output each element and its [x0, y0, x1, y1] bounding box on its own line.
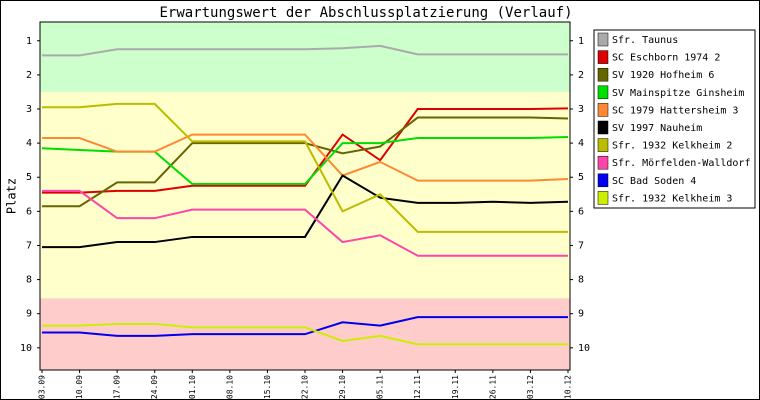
legend-label: SV 1997 Nauheim — [612, 123, 702, 134]
legend-label: SV 1920 Hofheim 6 — [612, 70, 714, 81]
y-tick-label: 5 — [26, 172, 32, 183]
y2-tick-label: 4 — [578, 138, 584, 149]
legend-label: Sfr. Taunus — [612, 35, 678, 46]
legend-label: SC Eschborn 1974 2 — [612, 53, 720, 64]
y2-tick-label: 5 — [578, 172, 584, 183]
legend-swatch — [597, 103, 609, 117]
x-tick-label: 15.10 — [263, 375, 272, 399]
y-tick-label: 8 — [26, 275, 32, 286]
legend-label: Sfr. Mörfelden-Walldorf — [612, 158, 750, 169]
y-tick-label: 7 — [26, 240, 32, 251]
legend-swatch — [597, 32, 609, 47]
chart-title: Erwartungswert der Abschlussplatzierung … — [159, 5, 572, 21]
x-tick-label: 12.11 — [413, 375, 422, 399]
y2-tick-label: 1 — [578, 36, 584, 47]
x-tick-label: 10.12 — [564, 375, 573, 399]
zone-band — [40, 91, 570, 299]
y-axis-label: Platz — [5, 178, 19, 214]
y-tick-label: 9 — [26, 309, 32, 320]
legend-swatch — [597, 67, 609, 82]
legend-swatch — [597, 120, 609, 135]
y-tick-label: 10 — [20, 343, 32, 354]
legend-swatch — [597, 155, 609, 170]
y2-tick-label: 8 — [578, 275, 584, 286]
x-tick-label: 08.10 — [225, 375, 234, 399]
series-line — [42, 322, 568, 346]
legend-label: SC Bad Soden 4 — [612, 176, 696, 187]
x-tick-label: 03.12 — [526, 375, 535, 399]
y-tick-label: 3 — [26, 104, 32, 115]
x-tick-label: 17.09 — [113, 375, 122, 399]
x-tick-label: 05.11 — [376, 375, 385, 399]
legend-label: Sfr. 1932 Kelkheim 2 — [612, 141, 732, 152]
legend-label: SV Mainspitze Ginsheim — [612, 88, 744, 99]
x-tick-label: 24.09 — [150, 375, 159, 399]
series-line — [42, 107, 569, 194]
y-tick-label: 4 — [26, 138, 32, 149]
x-tick-label: 01.10 — [188, 375, 197, 399]
x-tick-label: 26.11 — [488, 375, 497, 399]
zone-band — [40, 22, 570, 92]
legend-label: Sfr. 1932 Kelkheim 3 — [612, 193, 732, 204]
series-line — [42, 133, 569, 182]
legend-swatch — [597, 85, 609, 100]
y2-tick-label: 2 — [578, 70, 584, 81]
y2-tick-label: 10 — [578, 343, 590, 354]
series-line — [42, 189, 568, 257]
y2-tick-label: 3 — [578, 104, 584, 115]
legend-box — [593, 29, 756, 209]
x-tick-label: 29.10 — [338, 375, 347, 399]
series-line — [42, 44, 568, 57]
y-tick-label: 2 — [26, 70, 32, 81]
legend-label: SC 1979 Hattersheim 3 — [612, 105, 738, 116]
legend-swatch — [597, 173, 609, 188]
x-tick-label: 22.10 — [301, 375, 310, 399]
series-line — [42, 316, 568, 337]
legend-swatch — [597, 138, 609, 152]
x-tick-label: 10.09 — [75, 375, 84, 399]
y2-tick-label: 9 — [578, 309, 584, 320]
series-line — [42, 102, 568, 233]
legend-swatch — [597, 50, 609, 64]
y-tick-label: 1 — [26, 36, 32, 47]
x-tick-label: 03.09 — [38, 375, 47, 399]
x-tick-label: 19.11 — [451, 375, 460, 399]
y2-tick-label: 7 — [578, 240, 584, 251]
y2-tick-label: 6 — [578, 206, 584, 217]
series-line — [42, 174, 569, 249]
legend-swatch — [597, 191, 609, 205]
y-tick-label: 6 — [26, 206, 32, 217]
